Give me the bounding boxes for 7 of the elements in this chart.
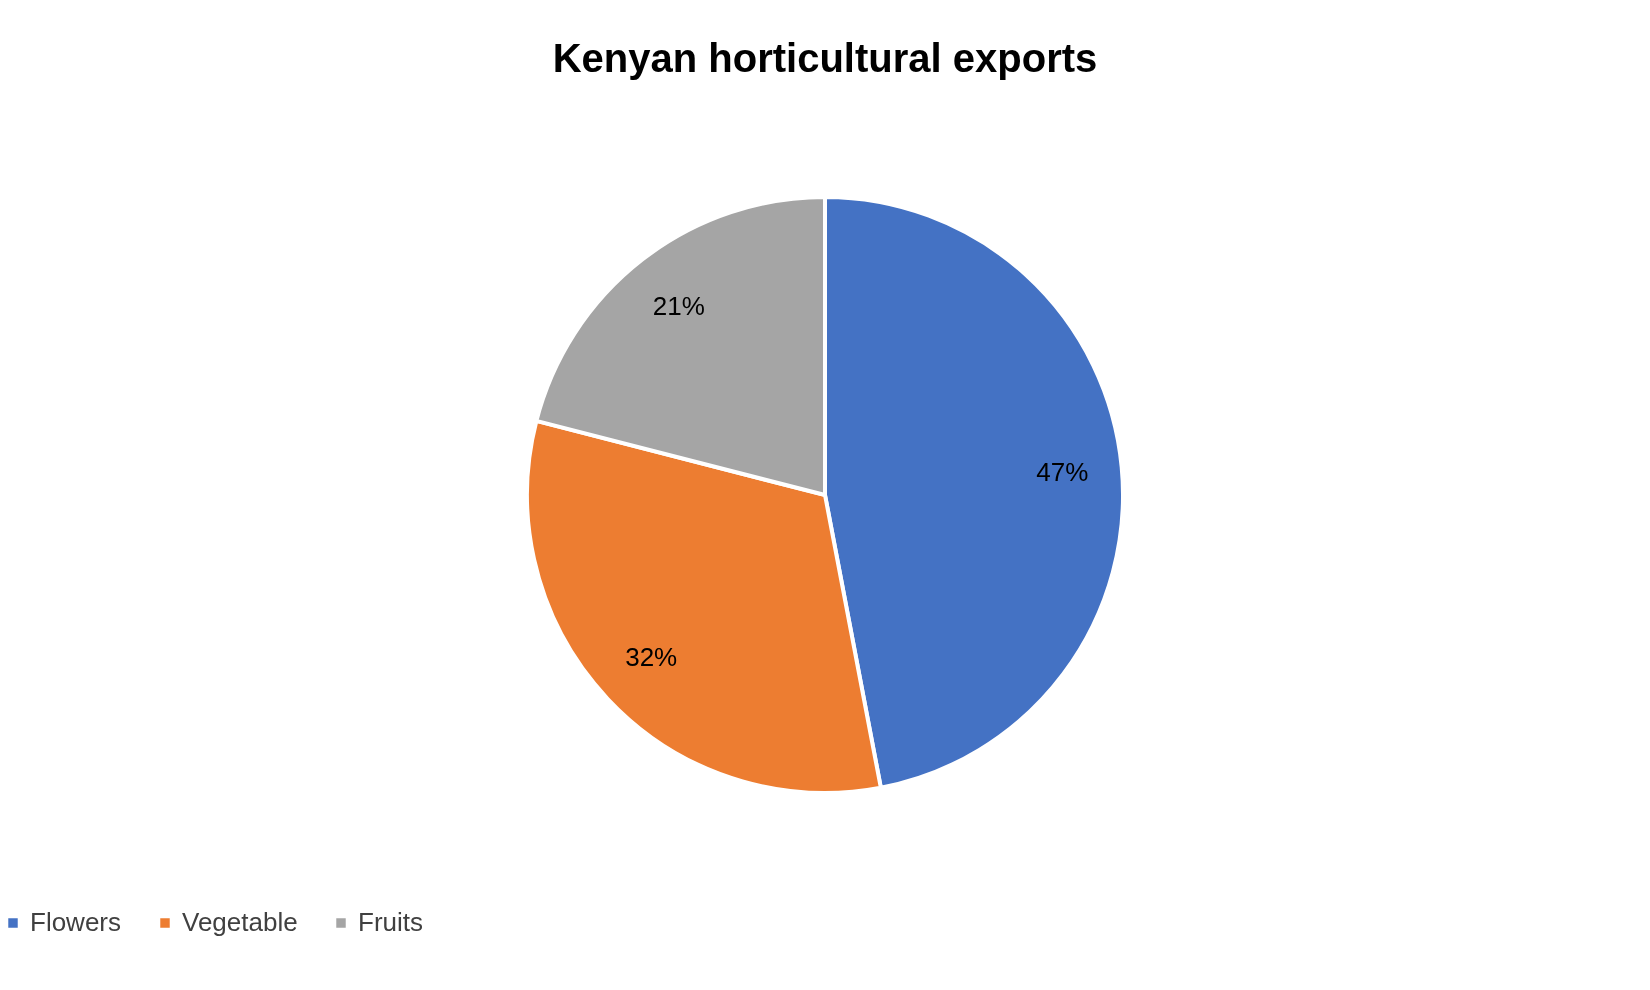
legend-label: Flowers [30, 907, 122, 937]
legend-label: Vegetable [182, 907, 298, 937]
legend-label: Fruits [358, 907, 423, 937]
data-label: 21% [652, 290, 705, 321]
chart-title: Kenyan horticultural exports [552, 36, 1098, 80]
data-label: 32% [625, 642, 678, 673]
data-label: 47% [1036, 456, 1089, 487]
